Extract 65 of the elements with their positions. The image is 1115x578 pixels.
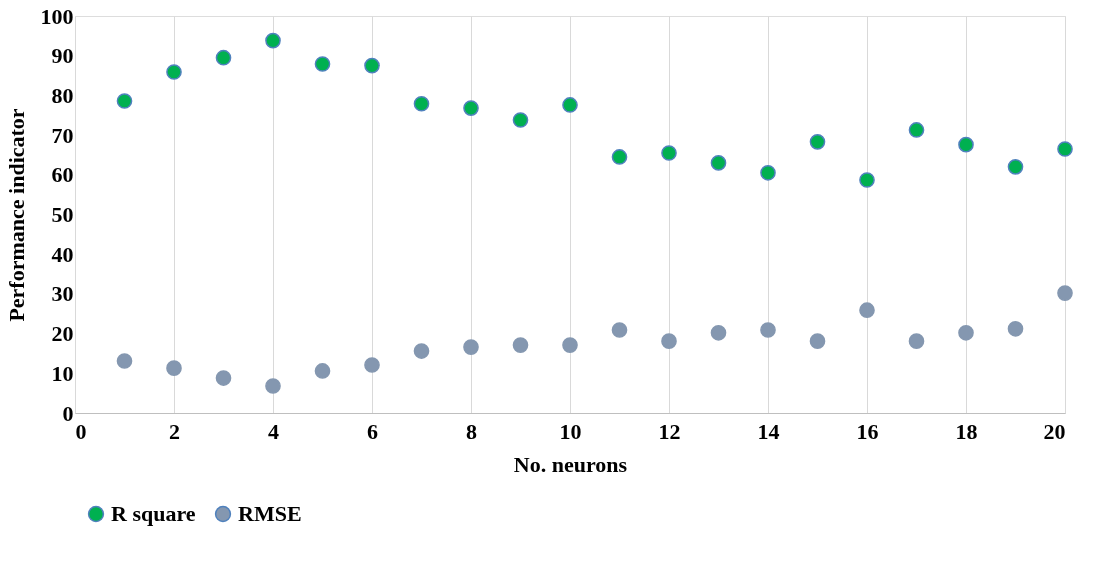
point	[1057, 285, 1073, 301]
legend-label: R square	[111, 501, 196, 526]
point	[958, 136, 974, 153]
point	[364, 57, 380, 74]
point	[265, 32, 281, 49]
y-tick-label: 40	[51, 241, 74, 267]
y-tick-label: 100	[40, 3, 74, 29]
point	[413, 343, 430, 359]
x-tick-label: 6	[367, 418, 378, 444]
point	[611, 322, 628, 338]
point	[1007, 159, 1024, 175]
point	[661, 333, 677, 349]
point	[463, 339, 479, 355]
point	[413, 95, 430, 112]
point	[166, 64, 182, 80]
point	[958, 325, 974, 341]
y-tick-label: 80	[51, 82, 74, 108]
point	[463, 100, 479, 116]
point	[1057, 141, 1073, 157]
point	[661, 145, 677, 161]
point	[512, 337, 529, 353]
point	[314, 56, 331, 72]
y-tick-label: 20	[51, 321, 74, 347]
y-tick-label: 0	[62, 400, 74, 426]
point	[562, 337, 578, 353]
point	[512, 112, 529, 128]
x-tick-label: 20	[1043, 418, 1066, 444]
point	[710, 155, 727, 171]
point	[562, 97, 578, 113]
point	[908, 333, 925, 349]
x-tick-label: 2	[169, 418, 180, 444]
x-tick-label: 10	[559, 418, 582, 444]
point	[314, 363, 331, 379]
y-tick-label: 60	[51, 162, 74, 188]
x-axis-title: No. neurons	[513, 451, 628, 477]
point	[215, 370, 232, 386]
point	[265, 378, 281, 394]
point	[859, 302, 875, 318]
point	[166, 360, 182, 376]
x-tick-label: 12	[658, 418, 681, 444]
point	[710, 325, 727, 341]
y-tick-label: 30	[51, 281, 74, 307]
point	[809, 134, 826, 150]
y-axis-title: Performance indicator	[3, 108, 29, 322]
x-tick-label: 4	[268, 418, 279, 444]
point	[859, 172, 875, 188]
legend-label: RMSE	[238, 501, 302, 526]
point	[611, 149, 628, 165]
point	[364, 357, 380, 373]
x-tick-label: 14	[757, 418, 780, 444]
x-tick-label: 18	[955, 418, 978, 444]
y-tick-label: 70	[51, 122, 74, 148]
point	[760, 322, 776, 338]
x-tick-label: 8	[466, 418, 477, 444]
y-tick-label: 10	[51, 360, 74, 386]
x-tick-label: 16	[856, 418, 879, 444]
point	[116, 93, 133, 109]
y-tick-label: 50	[51, 202, 74, 227]
y-tick-label: 90	[51, 43, 74, 69]
point	[908, 122, 925, 138]
point	[809, 333, 826, 349]
point	[116, 353, 133, 369]
point	[1007, 321, 1024, 337]
point	[760, 165, 776, 181]
point	[215, 49, 232, 66]
